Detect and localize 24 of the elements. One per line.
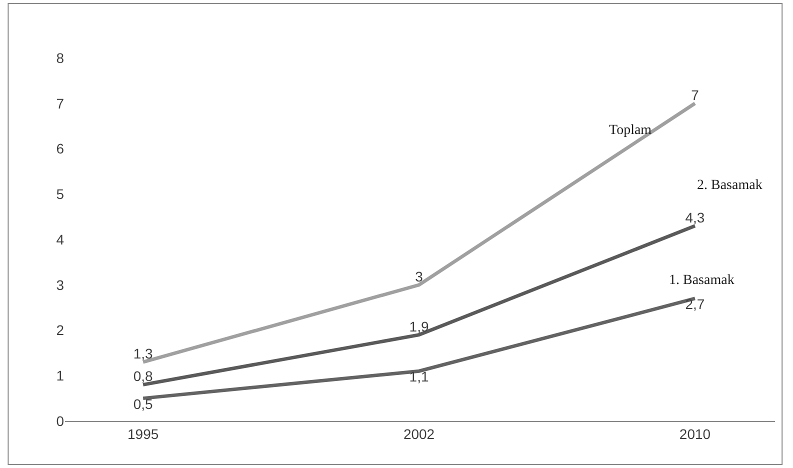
y-tick-label: 2 — [56, 322, 64, 338]
y-tick-label: 6 — [56, 140, 64, 157]
data-label: 4,3 — [685, 209, 705, 226]
text: 2. Basamak — [697, 178, 762, 193]
x-tick-label: 2002 — [403, 426, 435, 442]
data-label: 2,7 — [685, 296, 705, 312]
y-tick-label: 8 — [56, 50, 64, 66]
data-label: 1,3 — [133, 346, 154, 362]
data-label: 1,1 — [409, 368, 429, 385]
data-label: 3 — [415, 268, 424, 284]
data-label: 0,8 — [133, 368, 154, 384]
data-label: 1,9 — [409, 318, 429, 334]
series-label: 1. Basamak — [669, 273, 734, 288]
x-tick-label: 1995 — [128, 426, 159, 442]
y-tick-label: 3 — [56, 276, 64, 293]
series-label: Toplam — [609, 123, 652, 138]
y-tick-label: 0 — [56, 412, 64, 429]
y-tick-label: 7 — [56, 95, 64, 112]
data-label: 7 — [691, 86, 700, 103]
y-tick-label: 4 — [56, 231, 64, 248]
data-label: 0,5 — [133, 396, 154, 412]
y-tick-label: 1 — [56, 368, 64, 384]
x-tick-label: 2010 — [679, 426, 711, 442]
y-tick-label: 5 — [56, 186, 64, 202]
